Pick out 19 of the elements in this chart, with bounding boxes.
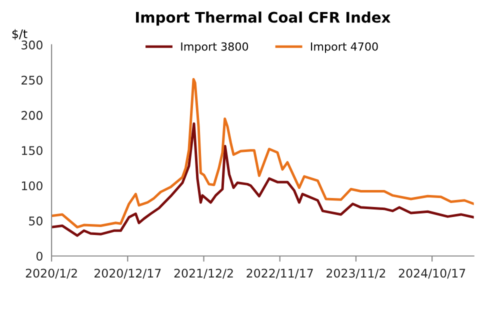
legend-label: Import 4700 bbox=[310, 42, 378, 53]
x-tick-label: 2020/1/2 bbox=[26, 268, 77, 279]
y-tick-label: 150 bbox=[22, 146, 42, 156]
y-tick-label: 0 bbox=[36, 252, 42, 261]
x-tick-label: 2024/10/17 bbox=[398, 268, 466, 279]
y-axis-title: $/t bbox=[12, 29, 28, 40]
y-tick-label: 250 bbox=[22, 76, 42, 85]
x-tick-label: 2022/11/17 bbox=[246, 268, 313, 279]
x-tick-label: 2023/11/2 bbox=[326, 268, 386, 279]
y-tick-label: 100 bbox=[22, 181, 42, 190]
line-series bbox=[52, 78, 474, 228]
y-tick-label: 50 bbox=[29, 216, 42, 226]
y-tick-label: 300 bbox=[22, 40, 42, 50]
chart-title: Import Thermal Coal CFR Index bbox=[136, 11, 390, 26]
x-tick-label: 2021/12/2 bbox=[174, 268, 233, 279]
line-series bbox=[52, 122, 474, 237]
legend-label: Import 3800 bbox=[181, 42, 248, 53]
y-tick-label: 200 bbox=[22, 110, 42, 120]
x-tick-label: 2020/12/17 bbox=[94, 268, 161, 279]
